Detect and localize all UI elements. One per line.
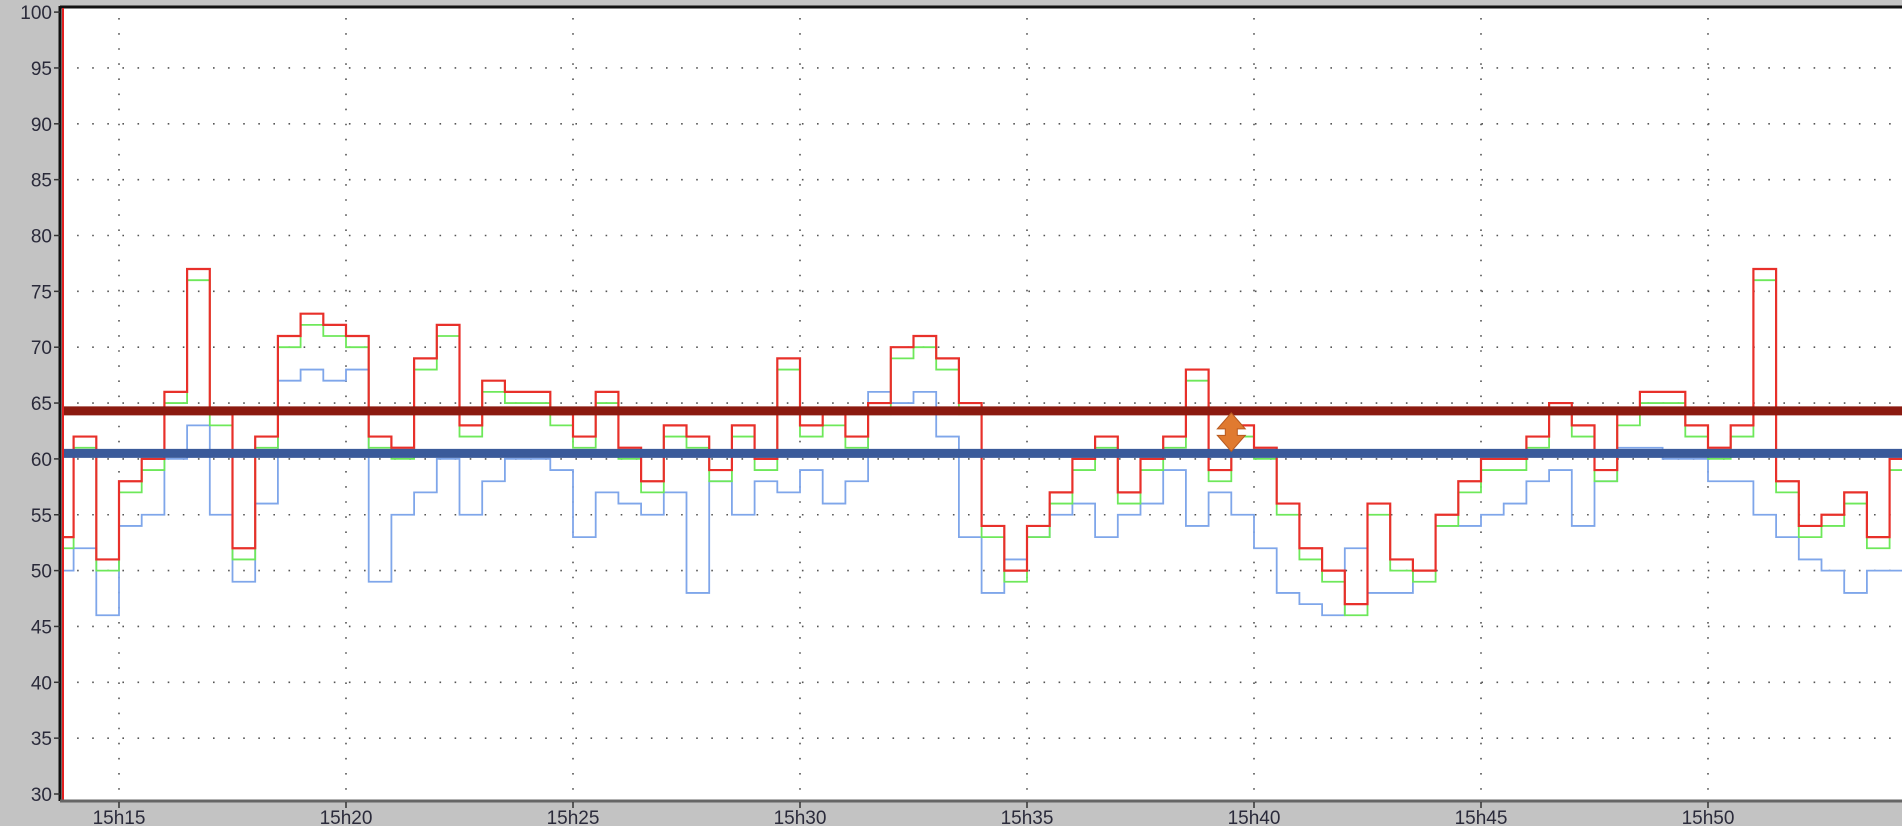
series-red xyxy=(62,267,1902,606)
y-tick-label: 90 xyxy=(31,115,52,136)
y-tick-label: 85 xyxy=(31,171,52,192)
y-tick-label: 60 xyxy=(31,450,52,471)
y-tick-label: 50 xyxy=(31,562,52,583)
x-tick-label: 15h25 xyxy=(547,808,600,826)
y-tick-label: 40 xyxy=(31,673,52,694)
x-tick-label: 15h30 xyxy=(774,808,827,826)
double-arrow-vertical-icon-shape[interactable] xyxy=(1216,412,1247,453)
x-tick-label: 15h35 xyxy=(1001,808,1054,826)
y-tick-label: 65 xyxy=(31,394,52,415)
x-axis: 15h15 15h20 15h25 15h30 15h35 15h40 15h45 15h50 xyxy=(93,802,1735,826)
x-tick-label: 15h45 xyxy=(1455,808,1508,826)
y-tick-label: 80 xyxy=(31,227,52,248)
y-tick-label: 95 xyxy=(31,59,52,80)
y-axis: 30 35 40 45 50 55 60 65 70 75 80 85 90 95 100 xyxy=(20,3,60,806)
y-tick-label: 100 xyxy=(20,3,52,24)
y-tick-label: 55 xyxy=(31,506,52,527)
y-tick-label: 75 xyxy=(31,282,52,303)
series-blue xyxy=(62,368,1902,617)
y-tick-label: 45 xyxy=(31,617,52,638)
x-tick-label: 15h40 xyxy=(1228,808,1281,826)
x-tick-label: 15h50 xyxy=(1682,808,1735,826)
y-tick-label: 30 xyxy=(31,785,52,806)
threshold-lines[interactable] xyxy=(62,406,1902,458)
x-tick-label: 15h15 xyxy=(93,808,146,826)
y-tick-label: 70 xyxy=(31,338,52,359)
y-tick-label: 35 xyxy=(31,729,52,750)
double-arrow-vertical-icon[interactable] xyxy=(1216,412,1247,453)
x-tick-label: 15h20 xyxy=(320,808,373,826)
